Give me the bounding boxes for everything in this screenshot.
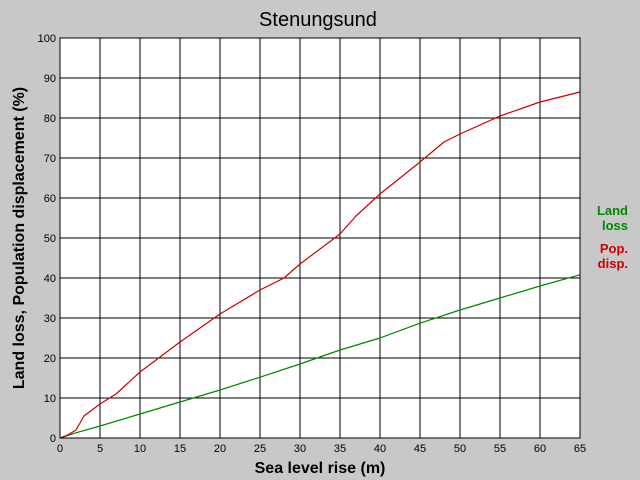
- y-tick-label: 20: [44, 353, 56, 365]
- y-tick-label: 70: [44, 153, 56, 165]
- x-tick-label: 5: [97, 443, 103, 455]
- legend-pop-label: Pop.: [600, 241, 628, 256]
- y-tick-label: 30: [44, 313, 56, 325]
- x-tick-label: 20: [214, 443, 226, 455]
- x-tick-label: 30: [294, 443, 306, 455]
- series-line-pop: [59, 91, 581, 439]
- legend-pop-label: disp.: [598, 256, 628, 271]
- y-tick-label: 0: [50, 433, 56, 445]
- x-tick-label: 65: [574, 443, 586, 455]
- x-tick-label: 35: [334, 443, 346, 455]
- x-tick-label: 25: [254, 443, 266, 455]
- legend-land-label: loss: [602, 218, 628, 233]
- x-tick-label: 40: [374, 443, 386, 455]
- chart-title: Stenungsund: [259, 9, 377, 31]
- x-axis-label: Sea level rise (m): [255, 460, 386, 477]
- x-tick-label: 15: [174, 443, 186, 455]
- y-axis-label: Land loss, Population displacement (%): [11, 87, 28, 389]
- ticks: 0 5 10 15 20 25 30 35 40 45 50 55 60 65 0 10 20 30 40 50 60 7…: [38, 33, 586, 455]
- y-tick-label: 90: [44, 73, 56, 85]
- y-tick-label: 60: [44, 193, 56, 205]
- series-line-land: [59, 274, 581, 439]
- x-tick-label: 0: [57, 443, 63, 455]
- series-layer: [59, 91, 581, 439]
- y-tick-label: 10: [44, 393, 56, 405]
- x-tick-label: 50: [454, 443, 466, 455]
- x-tick-label: 45: [414, 443, 426, 455]
- plot-border: [59, 37, 581, 439]
- x-tick-label: 55: [494, 443, 506, 455]
- y-tick-label: 100: [38, 33, 56, 45]
- y-tick-label: 50: [44, 233, 56, 245]
- x-tick-label: 60: [534, 443, 546, 455]
- y-tick-label: 80: [44, 113, 56, 125]
- y-tick-label: 40: [44, 273, 56, 285]
- legend-land-label: Land: [597, 203, 628, 218]
- x-tick-label: 10: [134, 443, 146, 455]
